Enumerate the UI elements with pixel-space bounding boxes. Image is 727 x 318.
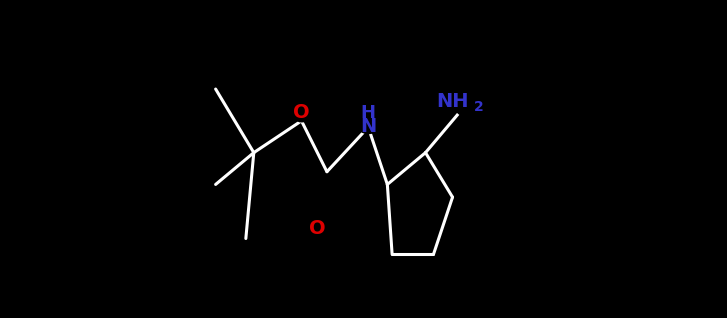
- Text: N: N: [360, 117, 377, 136]
- Text: O: O: [293, 103, 310, 122]
- Circle shape: [453, 86, 483, 117]
- Text: NH: NH: [436, 92, 468, 111]
- Circle shape: [356, 108, 381, 134]
- Circle shape: [292, 104, 310, 122]
- Text: 2: 2: [474, 100, 484, 114]
- Text: H: H: [361, 104, 376, 122]
- Circle shape: [308, 220, 326, 238]
- Text: O: O: [309, 219, 326, 238]
